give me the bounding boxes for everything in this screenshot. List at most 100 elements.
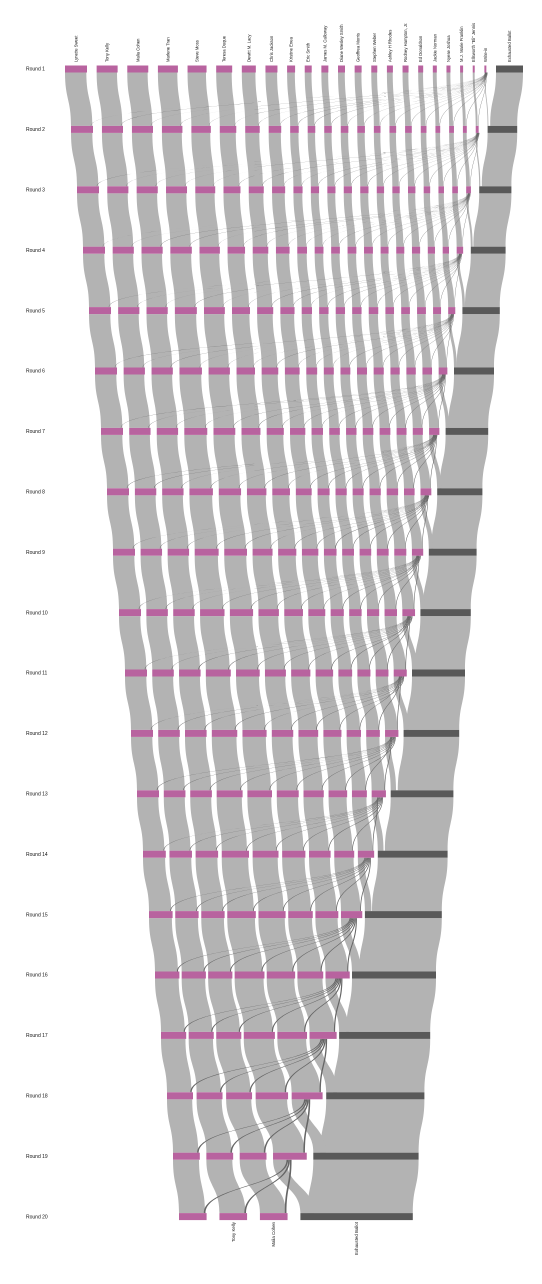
- transfer-band: [328, 434, 434, 489]
- transfer-band: [347, 918, 357, 972]
- flow-band: [242, 736, 271, 791]
- transfer-band: [288, 434, 437, 489]
- candidate-bar: [433, 307, 442, 315]
- candidate-bar: [236, 367, 256, 375]
- flow-band: [107, 495, 135, 549]
- flow-band: [195, 857, 224, 912]
- candidate-bar: [288, 911, 313, 919]
- round-label: Round 1: [26, 67, 45, 73]
- candidate-bar: [125, 669, 147, 677]
- candidate-bar: [448, 307, 456, 315]
- flow-band: [236, 676, 266, 730]
- candidate-bar: [272, 488, 290, 496]
- flow-band: [196, 1099, 232, 1153]
- flow-band: [340, 374, 356, 428]
- candidate-bar: [402, 609, 416, 617]
- candidate-bar: [185, 729, 207, 737]
- candidate-bar: [241, 65, 256, 73]
- transfer-band: [448, 193, 469, 247]
- candidate-bar: [375, 669, 389, 677]
- candidate-bar: [417, 307, 426, 315]
- candidate-bar: [265, 65, 278, 73]
- candidate-bar: [272, 186, 286, 194]
- candidate-bar: [141, 246, 163, 254]
- flow-band: [446, 72, 454, 126]
- flow-band: [472, 72, 478, 126]
- candidate-bar: [243, 1031, 275, 1039]
- flow-band: [146, 314, 173, 368]
- candidate-bar: [252, 850, 279, 858]
- transfer-band: [279, 72, 488, 126]
- flow-band: [175, 918, 205, 972]
- flow-band: [346, 434, 363, 489]
- transfer-band: [144, 616, 409, 670]
- candidate-bar: [166, 186, 188, 194]
- candidate-bar: [184, 427, 208, 435]
- candidate-bar: [266, 427, 284, 435]
- candidate-bar: [131, 125, 153, 133]
- flow-band: [227, 253, 249, 308]
- flow-band: [271, 736, 298, 791]
- transfer-band: [303, 797, 382, 851]
- candidate-label: Dewitt M. Lacy: [246, 34, 251, 62]
- exhausted-bar: [403, 729, 460, 737]
- transfer-band: [170, 314, 453, 368]
- flow-band: [435, 132, 444, 187]
- candidate-bar: [423, 186, 431, 194]
- candidate-label: Geoffrea Morris: [356, 33, 361, 62]
- candidate-bar: [137, 790, 159, 798]
- flow-band: [375, 676, 398, 730]
- flow-band: [288, 918, 322, 972]
- round-label: Round 13: [26, 792, 48, 798]
- flow-band: [323, 555, 343, 610]
- flow-band: [151, 374, 178, 428]
- transfer-band: [264, 434, 437, 489]
- transfer-band: [183, 736, 392, 791]
- flow-band: [187, 72, 210, 126]
- transfer-layer: [90, 72, 489, 1214]
- transfer-band: [339, 676, 405, 730]
- flow-band: [384, 616, 406, 670]
- exhausted-bar: [470, 246, 506, 254]
- flow-band: [268, 132, 285, 187]
- transfer-band: [355, 374, 444, 428]
- exhausted-flow-band: [346, 978, 436, 1032]
- round-label: Round 12: [26, 731, 48, 737]
- round-label: Round 2: [26, 127, 45, 133]
- flow-band: [200, 616, 230, 670]
- exhausted-flow-band: [490, 72, 523, 126]
- candidate-bar: [227, 911, 256, 919]
- candidate-bar: [229, 609, 254, 617]
- flow-band: [338, 72, 348, 126]
- candidate-bar: [203, 307, 225, 315]
- transfer-band: [308, 616, 412, 670]
- candidate-bar: [346, 427, 357, 435]
- candidate-bar: [328, 790, 348, 798]
- flow-band: [275, 253, 294, 308]
- candidate-bar: [131, 729, 153, 737]
- label-layer: Round 1 Round 2 Round 3 Round 4 Round 5 Round…: [26, 23, 512, 1255]
- candidate-bar: [95, 367, 117, 375]
- candidate-bar: [234, 971, 265, 979]
- flow-band: [373, 132, 384, 187]
- candidate-bar: [401, 307, 410, 315]
- flow-band: [191, 132, 215, 187]
- candidate-bar: [224, 548, 247, 556]
- flow-band: [118, 314, 145, 368]
- flow-band: [379, 434, 398, 489]
- candidate-bar: [179, 1213, 207, 1221]
- transfer-band: [414, 132, 480, 187]
- transfer-band: [411, 72, 488, 126]
- candidate-bar: [352, 307, 362, 315]
- flow-band: [277, 1038, 321, 1093]
- flow-band: [291, 676, 318, 730]
- flow-band: [406, 374, 422, 428]
- transfer-to-exhausted: [466, 193, 473, 247]
- transfer-to-exhausted: [357, 857, 372, 912]
- flow-layer: [65, 72, 523, 1214]
- candidate-bar: [438, 367, 448, 375]
- flow-band: [359, 555, 379, 610]
- transfer-band: [120, 72, 486, 126]
- transfer-band: [396, 434, 436, 489]
